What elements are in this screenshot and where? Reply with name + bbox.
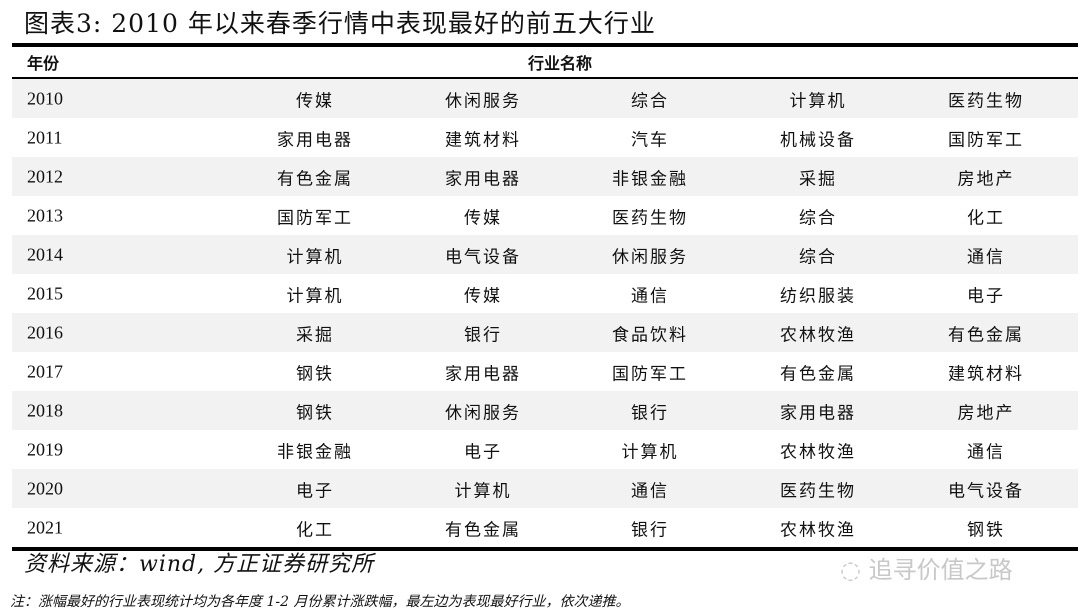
wechat-icon: ◌	[840, 556, 861, 584]
year-cell: 2020	[27, 478, 63, 498]
industry-cell: 国防军工	[612, 364, 688, 384]
industry-cell: 电子	[296, 481, 334, 501]
industry-cell: 有色金属	[445, 520, 521, 540]
industry-cell: 化工	[967, 208, 1005, 228]
industry-cell: 建筑材料	[948, 364, 1024, 384]
footnote: 注：涨幅最好的行业表现统计均为各年度 1-2 月份累计涨跌幅，最左边为表现最好行…	[10, 594, 630, 610]
industry-cell: 通信	[631, 481, 669, 501]
table-bottom-rule	[12, 547, 1078, 551]
industry-cell: 计算机	[454, 481, 512, 501]
industry-table: 年份 行业名称 2010 传媒 休闲服务 综合 计算机 医药生物 2011 家用电器 建筑材料汽…	[12, 43, 1078, 551]
industry-cell: 银行	[464, 325, 502, 345]
year-cell: 2012	[27, 166, 63, 186]
industry-cell: 通信	[631, 286, 669, 306]
industry-cell: 采掘	[799, 169, 837, 189]
industry-cell: 有色金属	[780, 364, 856, 384]
industry-cell: 传媒	[464, 286, 502, 306]
year-cell: 2021	[27, 517, 63, 537]
table-row: 2013 国防军工 传媒 医药生物 综合 化工	[12, 196, 1078, 235]
industry-cell: 计算机	[286, 247, 344, 267]
industry-cell: 计算机	[286, 286, 344, 306]
industry-cell: 化工	[296, 520, 334, 540]
table-row: 2017 钢铁 家用电器 国防军工 有色金属 建筑材料	[12, 352, 1078, 391]
watermark: ◌ 追寻价值之路	[840, 556, 1013, 584]
industry-cell: 国防军工	[948, 130, 1024, 150]
industry-cell: 传媒	[464, 208, 502, 228]
industry-cell: 电子	[967, 286, 1005, 306]
industry-cell: 通信	[967, 247, 1005, 267]
industry-cell: 计算机	[789, 91, 847, 111]
year-cell: 2010	[27, 88, 63, 108]
industry-cell: 房地产	[957, 403, 1015, 423]
industry-cell: 家用电器	[445, 364, 521, 384]
industry-cell: 综合	[631, 91, 669, 111]
year-cell: 2019	[27, 439, 63, 459]
industry-cell: 休闲服务	[445, 91, 521, 111]
year-cell: 2011	[27, 127, 63, 147]
header-industry-names: 行业名称	[527, 54, 592, 73]
industry-cell: 钢铁	[296, 364, 334, 384]
industry-cell: 医药生物	[948, 91, 1024, 111]
industry-cell: 通信	[967, 442, 1005, 462]
year-cell: 2017	[27, 361, 63, 381]
industry-cell: 家用电器	[780, 403, 856, 423]
year-cell: 2018	[27, 400, 63, 420]
industry-cell: 农林牧渔	[780, 325, 856, 345]
industry-cell: 电气设备	[948, 481, 1024, 501]
header-year: 年份	[27, 54, 60, 73]
industry-cell: 休闲服务	[612, 247, 688, 267]
table-row: 2015 计算机 传媒 通信 纺织服装 电子	[12, 274, 1078, 313]
industry-cell: 休闲服务	[445, 403, 521, 423]
industry-cell: 有色金属	[948, 325, 1024, 345]
industry-cell: 银行	[631, 520, 669, 540]
industry-cell: 计算机	[621, 442, 679, 462]
table-row: 2010 传媒 休闲服务 综合 计算机 医药生物	[12, 79, 1078, 118]
table-top-rule	[12, 43, 1078, 47]
table-row: 2014 计算机 电气设备 休闲服务 综合 通信	[12, 235, 1078, 274]
industry-cell: 建筑材料	[445, 130, 521, 150]
year-cell: 2015	[27, 283, 63, 303]
table-row: 2018 钢铁 休闲服务 银行 家用电器 房地产	[12, 391, 1078, 430]
industry-cell: 家用电器	[445, 169, 521, 189]
industry-cell: 钢铁	[967, 520, 1005, 540]
industry-cell: 家用电器	[277, 130, 353, 150]
table-row: 2012 有色金属 家用电器 非银金融 采掘 房地产	[12, 157, 1078, 196]
industry-cell: 农林牧渔	[780, 442, 856, 462]
industry-cell: 医药生物	[780, 481, 856, 501]
industry-cell: 综合	[799, 247, 837, 267]
industry-cell: 银行	[631, 403, 669, 423]
industry-cell: 钢铁	[296, 403, 334, 423]
year-cell: 2014	[27, 244, 63, 264]
table-row: 2021 化工 有色金属 银行 农林牧渔 钢铁	[12, 508, 1078, 547]
industry-cell: 汽车	[631, 130, 669, 150]
industry-cell: 采掘	[296, 325, 334, 345]
table-row: 2019 非银金融 电子 计算机 农林牧渔 通信	[12, 430, 1078, 469]
year-cell: 2013	[27, 205, 63, 225]
table-row: 2011 家用电器 建筑材料 汽车 机械设备 国防军工	[12, 118, 1078, 157]
figure-title: 图表3: 2010 年以来春季行情中表现最好的前五大行业	[24, 9, 656, 38]
table-row: 2020 电子 计算机 通信 医药生物 电气设备	[12, 469, 1078, 508]
industry-cell: 医药生物	[612, 208, 688, 228]
industry-cell: 有色金属	[277, 169, 353, 189]
table-header: 年份 行业名称	[12, 47, 1078, 79]
industry-cell: 非银金融	[612, 169, 688, 189]
industry-cell: 农林牧渔	[780, 520, 856, 540]
industry-cell: 传媒	[296, 91, 334, 111]
table-row: 2016 采掘 银行 食品饮料 农林牧渔 有色金属	[12, 313, 1078, 352]
year-cell: 2016	[27, 322, 63, 342]
industry-cell: 食品饮料	[612, 325, 688, 345]
industry-cell: 电气设备	[445, 247, 521, 267]
industry-cell: 国防军工	[277, 208, 353, 228]
industry-cell: 机械设备	[780, 130, 856, 150]
industry-cell: 电子	[464, 442, 502, 462]
industry-cell: 纺织服装	[780, 286, 856, 306]
industry-cell: 非银金融	[277, 442, 353, 462]
source-text: 资料来源：wind, 方正证券研究所	[24, 552, 375, 577]
table-body: 2010 传媒 休闲服务 综合 计算机 医药生物 2011 家用电器 建筑材料 汽车 机械设备 国防军…	[12, 79, 1078, 547]
industry-cell: 房地产	[957, 169, 1015, 189]
industry-cell: 综合	[799, 208, 837, 228]
